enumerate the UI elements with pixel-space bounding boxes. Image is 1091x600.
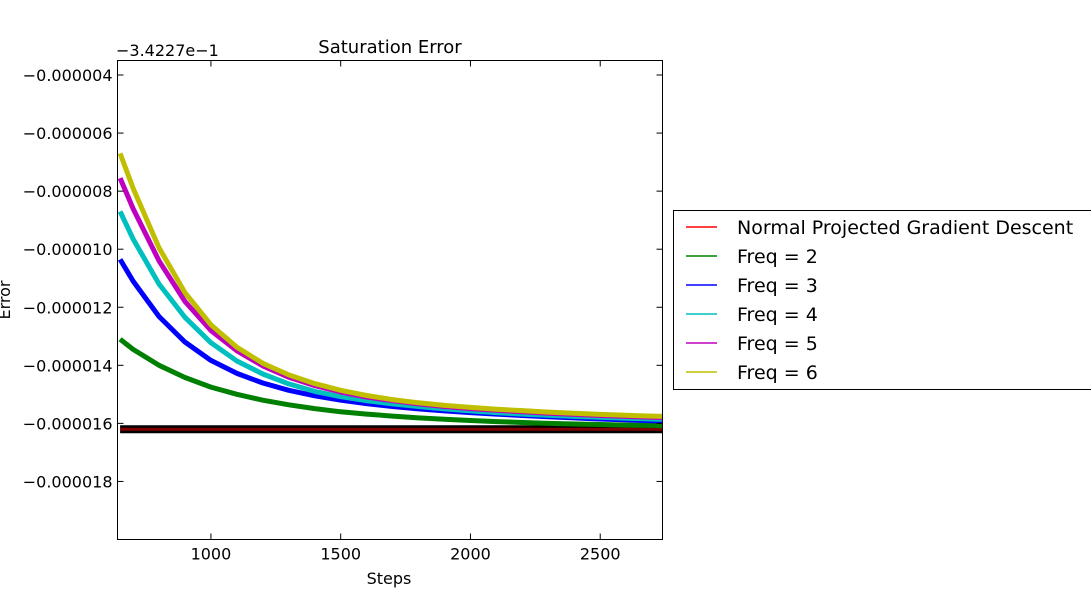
chart-title: Saturation Error bbox=[318, 37, 462, 58]
legend-label-5: Freq = 5 bbox=[737, 333, 818, 355]
y-tick-label: −0.000018 bbox=[23, 472, 113, 491]
x-tick-label: 1500 bbox=[320, 545, 361, 564]
x-tick-label: 1000 bbox=[191, 545, 232, 564]
plot-frame bbox=[117, 60, 663, 540]
x-tick-label: 2500 bbox=[580, 545, 621, 564]
y-tick-label: −0.000012 bbox=[23, 298, 113, 317]
x-tick-label: 2000 bbox=[450, 545, 491, 564]
x-axis-ticks: 1000 1500 2000 2500 bbox=[191, 60, 621, 564]
y-tick-label: −0.000004 bbox=[23, 66, 113, 85]
y-tick-label: −0.000008 bbox=[23, 182, 113, 201]
y-offset-label: −3.4227e−1 bbox=[116, 41, 219, 60]
x-axis-label: Steps bbox=[367, 569, 412, 588]
series-line-3 bbox=[117, 258, 663, 424]
legend-box bbox=[673, 210, 1091, 390]
y-axis-label: Error bbox=[0, 280, 14, 319]
legend-label-4: Freq = 4 bbox=[737, 304, 818, 326]
legend-label-2: Freq = 2 bbox=[737, 246, 818, 268]
y-tick-label: −0.000016 bbox=[23, 414, 113, 433]
y-axis-ticks: −0.000004 −0.000006 −0.000008 −0.000010 −0.0… bbox=[23, 66, 663, 491]
y-tick-label: −0.000006 bbox=[23, 124, 113, 143]
legend: Normal Projected Gradient Descent Freq = … bbox=[673, 210, 1091, 390]
y-tick-label: −0.000014 bbox=[23, 356, 113, 375]
legend-label-6: Freq = 6 bbox=[737, 362, 818, 384]
y-tick-label: −0.000010 bbox=[23, 240, 113, 259]
series-line-2 bbox=[118, 337, 663, 429]
plot-lines bbox=[117, 152, 663, 434]
legend-label-3: Freq = 3 bbox=[737, 275, 818, 297]
series-line-6 bbox=[117, 152, 663, 419]
legend-label-1: Normal Projected Gradient Descent bbox=[737, 217, 1073, 239]
